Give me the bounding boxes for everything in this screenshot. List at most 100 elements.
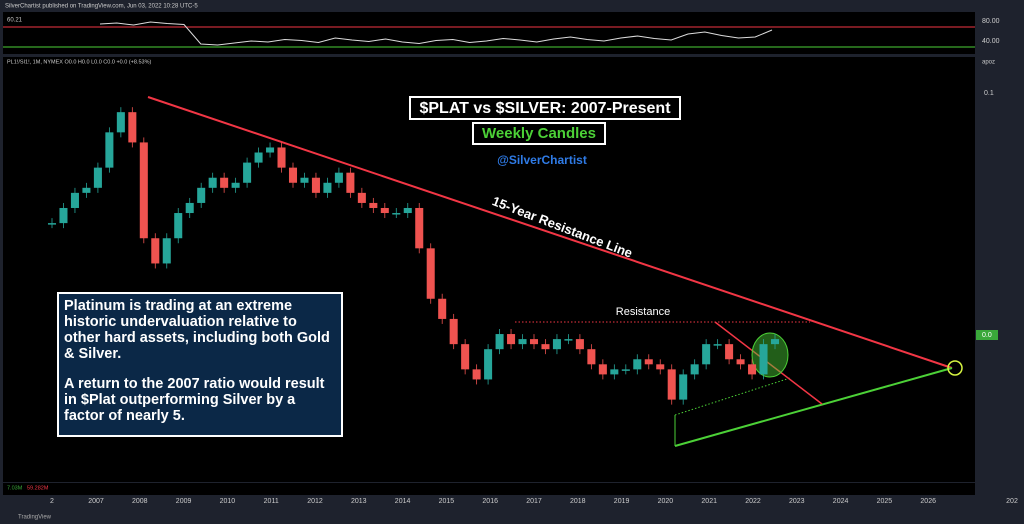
symbol: PL1!/SI1!, 1M, NYMEX O0.0 H0.0 L0.0 C0.0…: [7, 59, 151, 65]
x-tick-label: 2009: [176, 498, 192, 505]
rsi-panel: [3, 12, 975, 54]
scale-label: apoz: [982, 60, 995, 66]
candle: [151, 238, 160, 264]
candle: [220, 177, 229, 188]
candle: [185, 202, 194, 214]
x-tick-label: 2022: [745, 498, 761, 505]
candle: [323, 182, 332, 193]
x-tick-label: 2012: [307, 498, 323, 505]
candle: [656, 364, 665, 370]
x-tick-label: 2013: [351, 498, 367, 505]
candle: [334, 172, 343, 183]
candle: [59, 207, 68, 224]
candle: [70, 192, 79, 208]
x-tick-label: 2016: [482, 498, 498, 505]
candle: [702, 344, 711, 365]
x-tick-label: 2020: [658, 498, 674, 505]
candle: [47, 223, 57, 225]
title: $PLAT vs $SILVER: 2007-Present: [419, 100, 671, 117]
candle: [552, 339, 561, 350]
subtitle: Weekly Candles: [482, 125, 596, 142]
subtitle-box: [472, 122, 606, 145]
candle: [575, 339, 584, 350]
wedge-line: [714, 321, 823, 405]
candle: [759, 344, 768, 375]
x-tick-label: 2021: [701, 498, 717, 505]
candle: [529, 339, 539, 345]
candle: [105, 132, 114, 168]
x-tick-label: 2015: [439, 498, 455, 505]
candle: [598, 364, 607, 375]
candle: [231, 182, 240, 188]
rsi-label: 60.21: [7, 18, 23, 24]
candle: [162, 238, 171, 264]
candle: [288, 167, 298, 183]
x-tick-label: 2023: [789, 498, 805, 505]
candle: [748, 364, 757, 375]
rsi-tick-label: 40.00: [982, 38, 1000, 45]
publisher: SilverChartist published on TradingView.…: [5, 4, 198, 10]
candle: [392, 213, 401, 215]
channel-line: [674, 377, 791, 416]
x-tick-label: 2017: [526, 498, 542, 505]
candle: [300, 177, 309, 183]
candle: [438, 298, 447, 319]
candle: [667, 369, 676, 400]
candle: [266, 147, 275, 153]
candle: [541, 344, 550, 350]
candle: [93, 167, 102, 188]
x-tick-label: 2011: [264, 498, 279, 505]
x-tick-label: 2019: [614, 498, 630, 505]
candle: [472, 369, 481, 380]
candle: [254, 152, 263, 163]
candle: [633, 359, 642, 370]
candle: [690, 364, 699, 375]
candle: [495, 334, 504, 350]
candle: [243, 162, 252, 183]
candle: [197, 187, 206, 203]
candle: [357, 192, 366, 203]
x-tick-label: 202: [1006, 498, 1018, 505]
last-label: 0.0: [982, 332, 992, 339]
candle: [82, 187, 91, 193]
candle: [346, 172, 355, 193]
x-tick-label: 2025: [877, 498, 893, 505]
candle: [679, 374, 688, 400]
candle: [139, 142, 148, 239]
x-tick-label: 2026: [920, 498, 936, 505]
x-tick-label: 2007: [88, 498, 104, 505]
support-line: [674, 367, 953, 447]
candle: [116, 112, 125, 133]
volume-label: 59.282M: [27, 485, 49, 491]
candle: [770, 339, 780, 345]
note-text: A return to the 2007 ratio would result …: [64, 376, 325, 424]
resistance-trendline: [147, 96, 953, 369]
candle: [415, 207, 424, 249]
volume-panel: [3, 483, 975, 495]
candle: [174, 213, 183, 239]
rsi-tick-label: 80.00: [982, 18, 1000, 25]
last-badge: [976, 330, 998, 340]
x-tick-label: 2: [50, 498, 54, 505]
candle: [128, 112, 137, 143]
candle: [621, 369, 630, 371]
candle: [426, 248, 435, 299]
candle: [369, 202, 378, 208]
candle: [644, 359, 653, 365]
rsi-line: [99, 21, 773, 46]
x-tick-label: 2008: [132, 498, 148, 505]
highlight: [751, 332, 789, 378]
x-tick-label: 2018: [570, 498, 586, 505]
apex-circle: [947, 360, 963, 376]
candle: [564, 339, 573, 341]
candle: [484, 349, 493, 380]
x-tick-label: 2010: [220, 498, 236, 505]
candle: [725, 344, 734, 360]
resistance-label: Resistance: [616, 306, 670, 318]
candle: [311, 177, 320, 193]
candle: [380, 207, 389, 214]
candle: [277, 147, 286, 168]
candle: [587, 349, 596, 365]
